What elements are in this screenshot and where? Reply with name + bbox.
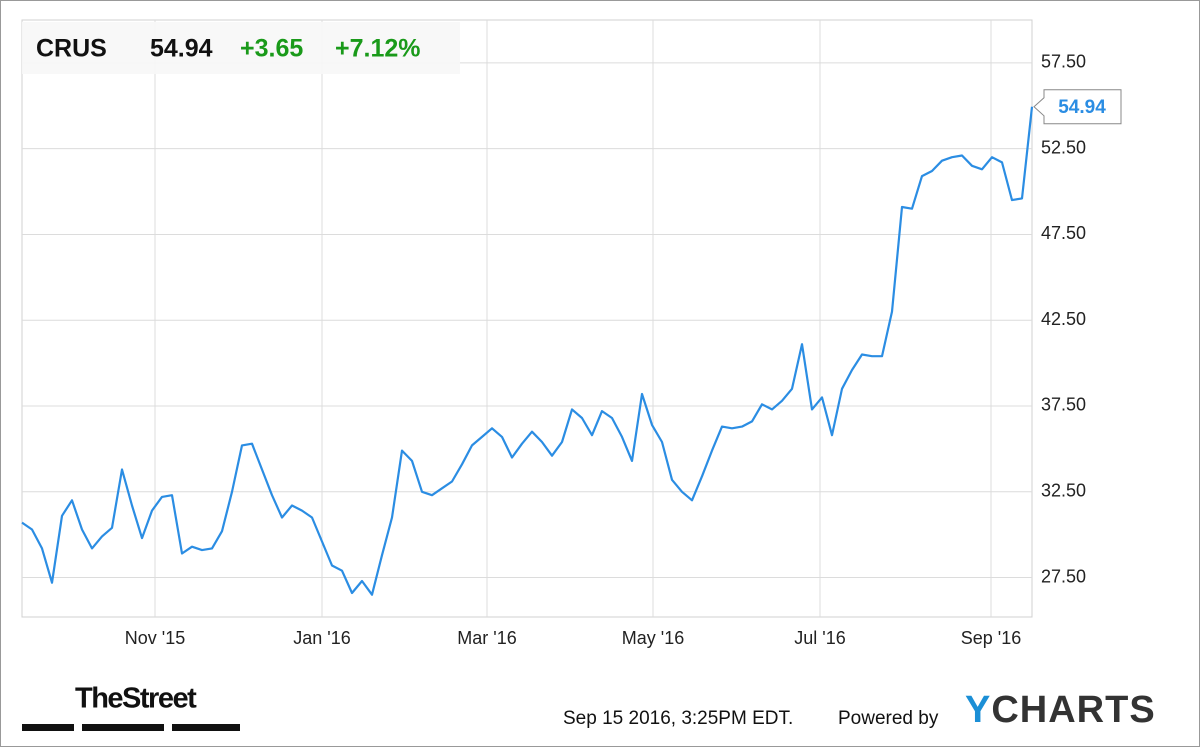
x-tick-label: Jul '16 [794,628,845,648]
ticker: CRUS [36,35,107,63]
change: +3.65 [240,35,303,63]
x-tick-label: May '16 [622,628,684,648]
y-tick-label: 47.50 [1041,223,1086,243]
x-tick-label: Jan '16 [293,628,350,648]
y-tick-label: 57.50 [1041,52,1086,72]
logo-bar [82,724,164,731]
header-box [22,22,460,74]
x-tick-label: Nov '15 [125,628,185,648]
x-tick-label: Sep '16 [961,628,1022,648]
y-tick-label: 37.50 [1041,395,1086,415]
change-percent: +7.12% [335,35,421,63]
powered-by: Powered by [838,708,939,729]
plot-area [21,19,1033,618]
timestamp: Sep 15 2016, 3:25PM EDT. [563,708,793,729]
marks [21,106,1034,596]
price: 54.94 [150,35,213,63]
y-tick-label: 42.50 [1041,309,1086,329]
logo-bar [22,724,74,731]
y-tick-label: 27.50 [1041,566,1086,586]
grid [22,20,1032,617]
last-value-box [1033,89,1122,125]
brand-logo: YCHARTS [965,689,1156,731]
y-tick-label: 52.50 [1041,137,1086,157]
x-tick-label: Mar '16 [457,628,516,648]
last-value-label: 54.94 [1058,97,1106,118]
price-line [21,106,1034,596]
source-logo: TheStreet [75,683,197,715]
y-tick-label: 32.50 [1041,481,1086,501]
logo-bar [172,724,240,731]
